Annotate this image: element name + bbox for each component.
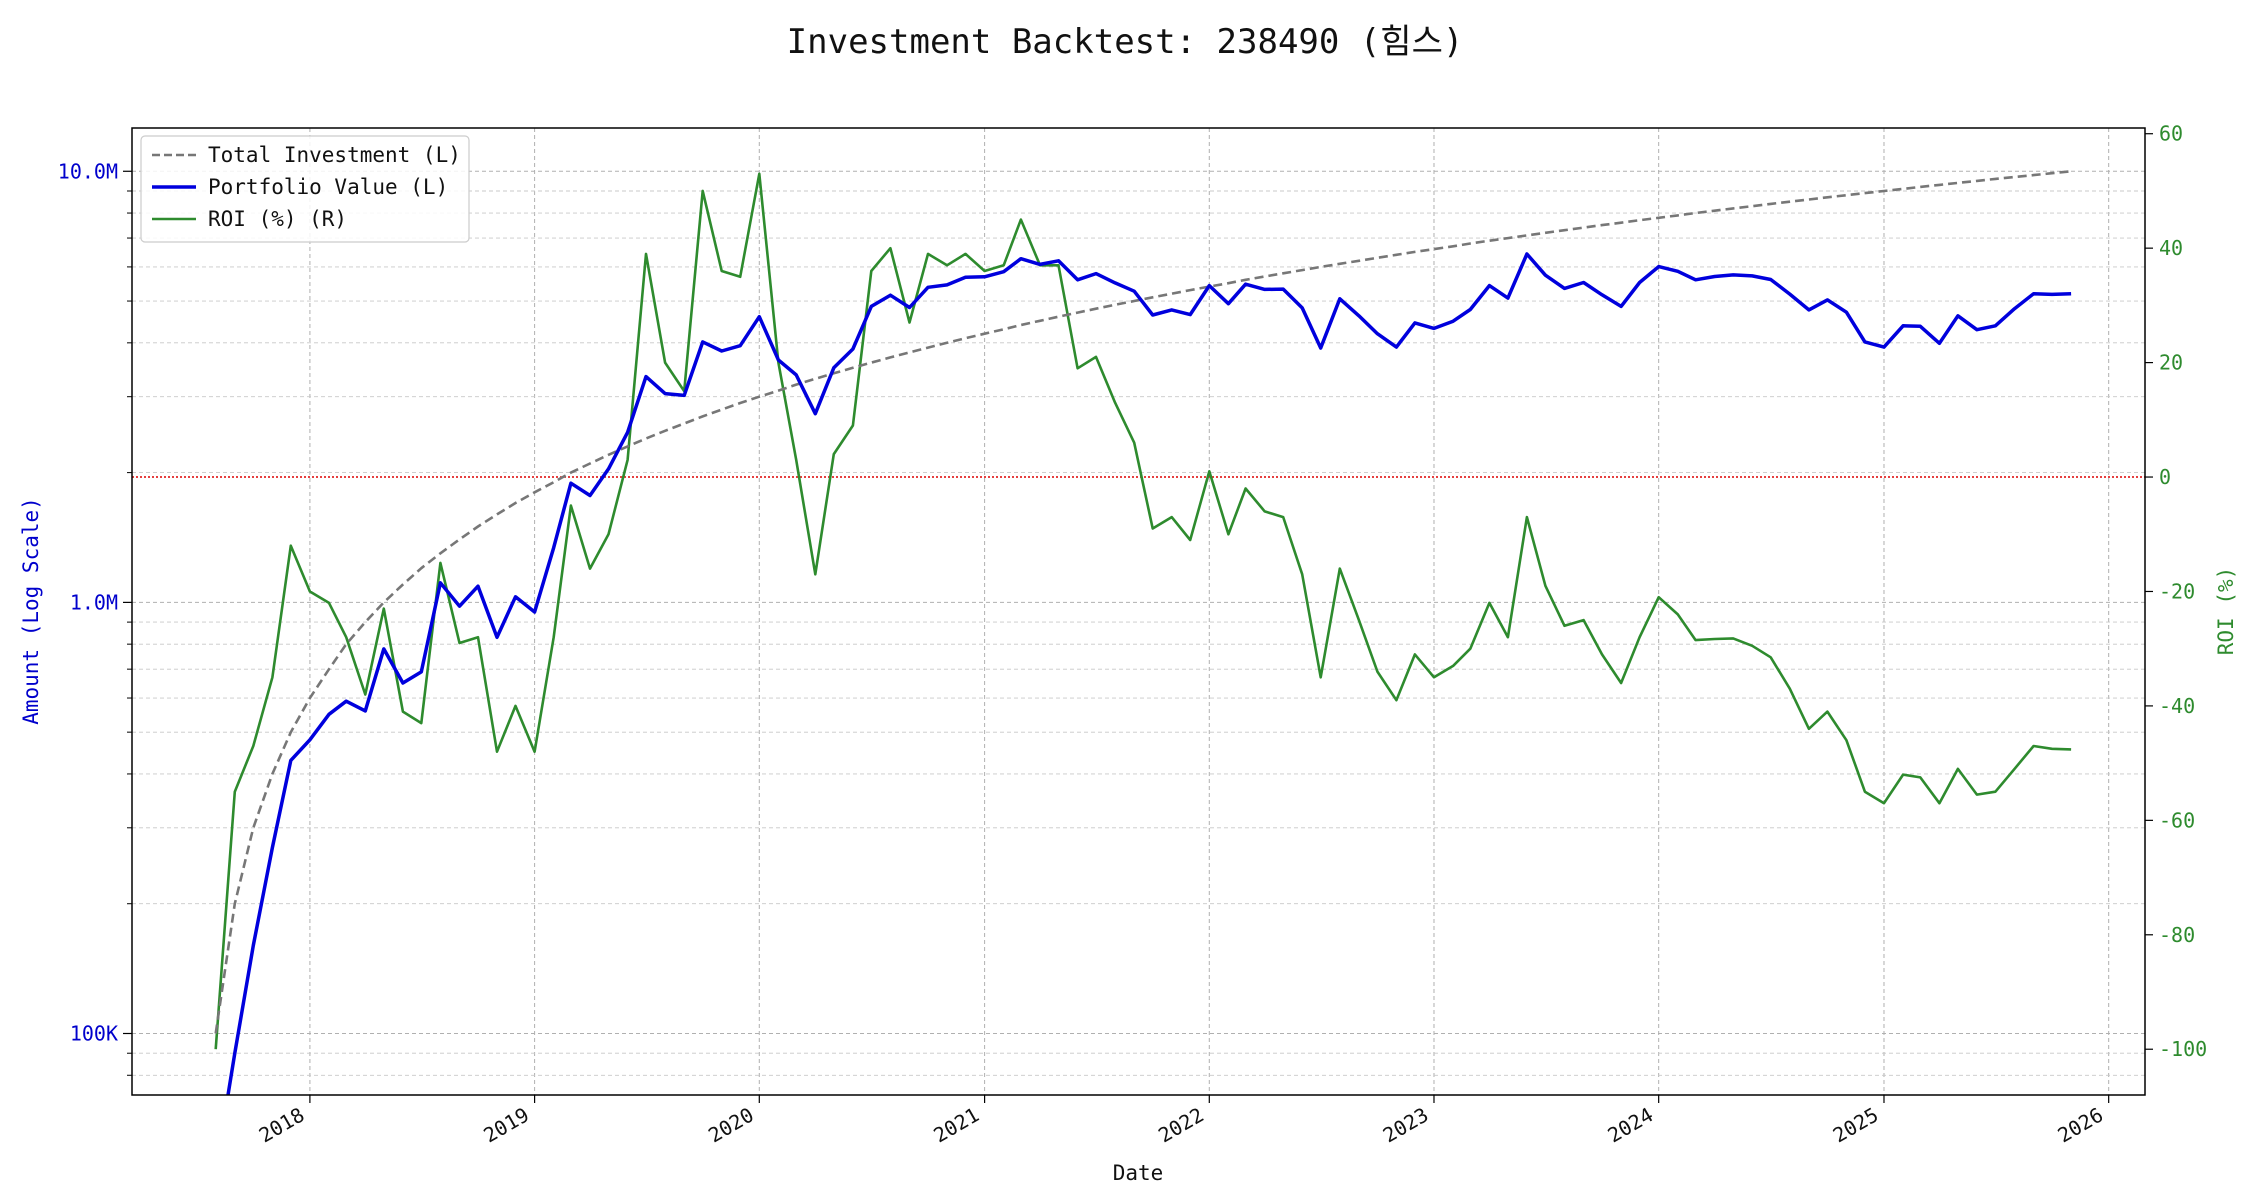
x-tick-label: 2025 [1829,1103,1883,1148]
x-axis-label: Date [1113,1161,1164,1185]
y-right-tick-label: 60 [2159,122,2183,146]
y-right-tick-label: 0 [2159,465,2171,489]
x-tick-label: 2026 [2053,1103,2107,1148]
y-right-tick-label: -100 [2159,1037,2207,1061]
y-right-tick-label: 40 [2159,236,2183,260]
plot-frame [131,127,2146,1096]
y-left-tick-label: 10.0M [58,159,118,183]
y-left-tick-label: 100K [70,1021,118,1045]
y-axis-right-label: ROI (%) [2214,567,2238,656]
total-investment-line [214,170,2072,1034]
x-tick-label: 2024 [1603,1103,1657,1148]
y-right-tick-label: 20 [2159,351,2183,375]
x-tick-label: 2019 [479,1103,533,1148]
y-axis-left: 100K 1.0M 10.0M [58,159,132,1076]
legend-box [140,135,470,243]
roi-line [214,172,2072,1050]
y-right-tick-label: -40 [2159,694,2195,718]
x-tick-label: 2018 [255,1103,309,1148]
x-tick-label: 2020 [704,1103,758,1148]
legend-label: Portfolio Value (L) [208,175,448,199]
chart-title: Investment Backtest: 238490 (힘스) [786,22,1464,62]
x-tick-label: 2022 [1154,1103,1208,1148]
series-lines [214,170,2072,1095]
y-axis-right: -100 -80 -60 -40 -20 0 20 40 60 [2145,122,2207,1061]
legend-label: Total Investment (L) [208,143,461,167]
y-right-tick-label: -80 [2159,923,2195,947]
legend: Total Investment (L) Portfolio Value (L) R… [140,135,470,243]
portfolio-value-line [226,252,2072,1095]
y-left-tick-label: 1.0M [70,590,118,614]
legend-label: ROI (%) (R) [208,207,347,231]
x-axis: 2018 2019 2020 2021 2022 2023 2024 2025 2026 [255,1095,2110,1148]
y-right-tick-label: -20 [2159,579,2195,603]
x-tick-label: 2023 [1379,1103,1433,1148]
x-tick-label: 2021 [929,1103,983,1148]
y-axis-left-label: Amount (Log Scale) [19,497,43,725]
y-right-tick-label: -60 [2159,808,2195,832]
